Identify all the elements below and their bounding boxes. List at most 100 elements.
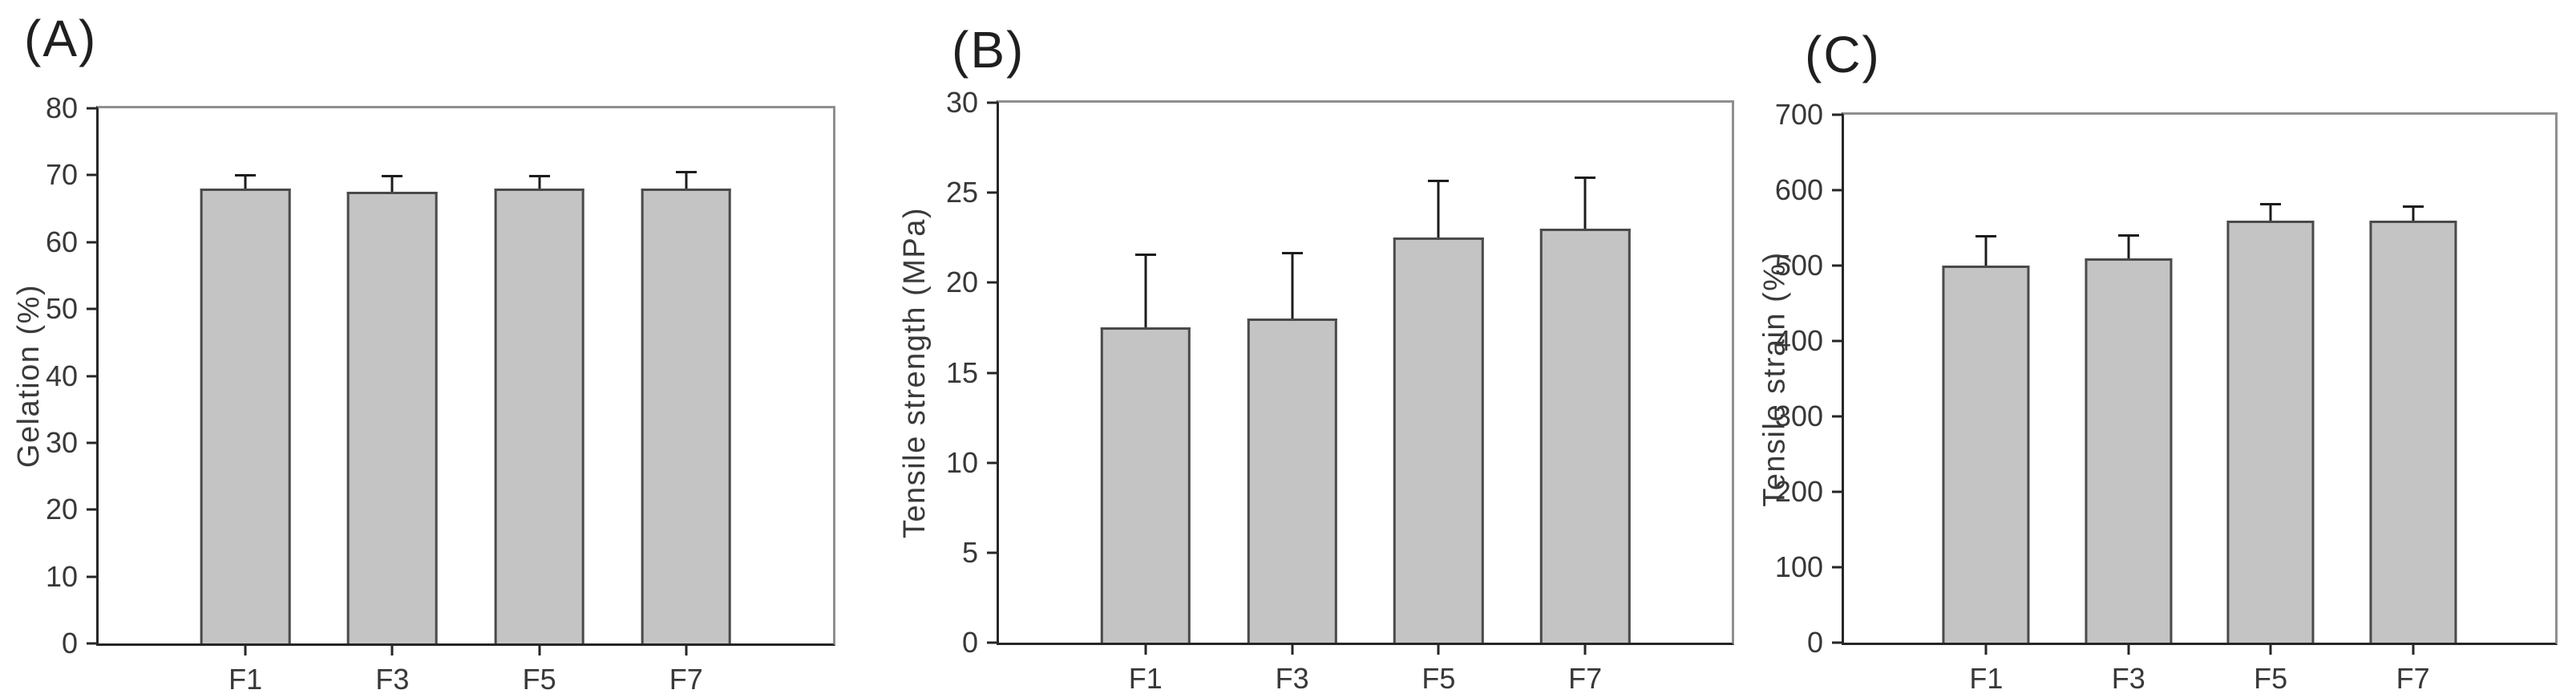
y-tick-mark: [1832, 264, 1842, 267]
panel-b-plot-area: 0 5 10 15 20 25 30 F1 F3 F5 F7: [946, 88, 1734, 695]
error-bar-f7: [2402, 205, 2424, 221]
bar-f1: [200, 189, 291, 643]
y-tick-mark: [87, 642, 96, 645]
y-tick-mark: [1832, 641, 1842, 644]
panel-a-label: (A): [24, 10, 98, 67]
bar-f5: [2226, 220, 2315, 643]
x-tick-mark: [1291, 645, 1294, 655]
panel-a-ylabel-wrap: Gelation (%): [11, 106, 48, 646]
error-bar-cap: [2402, 205, 2424, 208]
y-tick-mark: [87, 441, 96, 444]
x-tick-mark: [1144, 645, 1147, 655]
y-tick-label: 500: [1774, 249, 1823, 282]
x-tick-mark: [244, 646, 247, 655]
y-tick-mark: [987, 101, 997, 104]
y-tick-mark: [987, 551, 997, 554]
error-bar-cap: [382, 175, 403, 178]
error-bar-f3: [2117, 233, 2139, 258]
y-tick-label: 700: [1774, 98, 1823, 131]
x-tick-label: F5: [1421, 662, 1456, 695]
error-bar-f1: [1975, 235, 1997, 266]
y-tick-mark: [1832, 566, 1842, 569]
x-tick-label: F5: [2254, 662, 2288, 695]
bar-f1: [1942, 266, 2030, 643]
panel-b-ylabel-wrap: Tensile strength (MPa): [897, 100, 934, 645]
y-tick-label: 50: [45, 292, 78, 326]
y-tick-mark: [987, 281, 997, 284]
x-tick-mark: [685, 646, 688, 655]
error-bar-line: [1984, 235, 1988, 266]
error-bar-line: [390, 175, 394, 193]
error-bar-line: [1144, 254, 1147, 328]
error-bar-cap: [2117, 233, 2139, 237]
y-tick-mark: [87, 508, 96, 511]
bar-f3: [347, 192, 438, 643]
bar-f7: [2369, 220, 2457, 643]
y-tick-label: 10: [945, 445, 978, 479]
x-tick-mark: [1437, 645, 1440, 655]
y-tick-label: 15: [945, 355, 978, 389]
y-tick-label: 5: [961, 535, 978, 569]
y-tick-label: 0: [61, 627, 78, 659]
y-tick-label: 300: [1774, 400, 1823, 432]
y-tick-label: 20: [945, 266, 978, 299]
panel-a: (A) Gelation (%) 0 10 20 30 40 50 60 70 80 F1 F3 F5…: [0, 0, 859, 698]
error-bar-line: [1583, 177, 1587, 229]
panel-a-y-axis-title: Gelation (%): [12, 283, 47, 469]
y-tick-mark: [987, 461, 997, 465]
y-tick-label: 25: [945, 176, 978, 209]
y-tick-label: 0: [1806, 626, 1823, 659]
y-tick-label: 10: [45, 559, 78, 593]
error-bar-f5: [2260, 203, 2282, 221]
error-bar-line: [1291, 252, 1294, 319]
error-bar-line: [2412, 205, 2415, 221]
panel-b-label: (B): [952, 21, 1025, 79]
y-tick-label: 200: [1774, 475, 1823, 508]
x-tick-mark: [2269, 645, 2272, 655]
error-bar-cap: [1134, 254, 1156, 257]
error-bar-cap: [528, 175, 550, 178]
panel-b: (B) Tensile strength (MPa) 0 5 10 15 20 25 30 F…: [859, 0, 1734, 698]
error-bar-cap: [1975, 235, 1997, 238]
y-tick-label: 30: [45, 425, 78, 459]
y-tick-label: 400: [1774, 324, 1823, 357]
x-tick-label: F3: [1275, 662, 1309, 695]
error-bar-line: [2127, 233, 2130, 258]
y-tick-mark: [1832, 339, 1842, 343]
error-bar-f7: [1575, 177, 1596, 229]
error-bar-line: [685, 171, 688, 189]
y-tick-label: 0: [961, 626, 978, 659]
bar-f3: [1247, 319, 1337, 643]
x-tick-label: F7: [1568, 662, 1603, 695]
error-bar-f1: [235, 173, 257, 189]
error-bar-f3: [382, 175, 403, 193]
y-tick-mark: [87, 241, 96, 244]
bar-f5: [1393, 237, 1484, 643]
error-bar-line: [244, 173, 247, 189]
x-tick-label: F5: [522, 663, 556, 696]
y-tick-label: 20: [45, 493, 78, 526]
x-tick-label: F3: [375, 663, 410, 696]
y-tick-label: 600: [1774, 173, 1823, 206]
bar-f7: [641, 189, 732, 643]
y-tick-mark: [1832, 415, 1842, 418]
error-bar-f7: [675, 171, 697, 189]
y-tick-mark: [1832, 113, 1842, 116]
y-tick-mark: [87, 375, 96, 377]
y-tick-mark: [987, 371, 997, 374]
panel-c-label: (C): [1805, 26, 1881, 83]
y-tick-mark: [1832, 189, 1842, 192]
bar-f5: [494, 189, 584, 643]
y-tick-label: 60: [45, 225, 78, 258]
error-bar-cap: [1575, 177, 1596, 179]
panel-a-plot-area: 0 10 20 30 40 50 60 70 80 F1 F3 F5 F7: [46, 94, 835, 696]
error-bar-cap: [1281, 252, 1303, 255]
y-tick-label: 30: [945, 86, 978, 119]
bar-f7: [1539, 229, 1631, 643]
error-bar-line: [538, 175, 541, 189]
y-tick-label: 70: [45, 158, 78, 192]
x-tick-mark: [1583, 645, 1587, 655]
x-tick-label: F1: [1128, 662, 1163, 695]
panel-c-y-axis-title: Tensile strain (%): [1757, 250, 1792, 507]
